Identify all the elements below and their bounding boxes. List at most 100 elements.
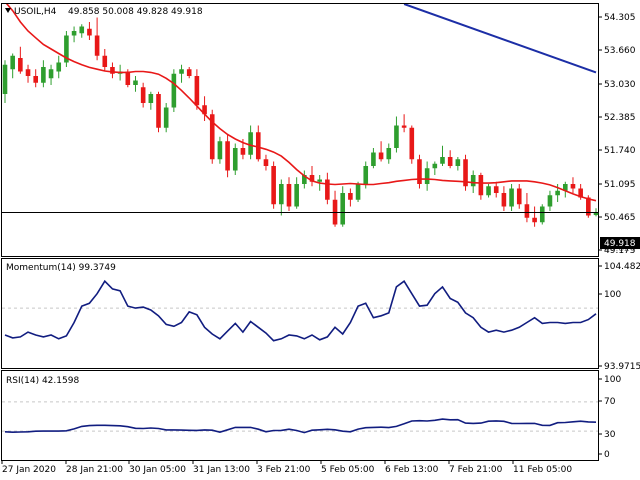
candle-body: [202, 105, 207, 115]
candle-body: [325, 179, 330, 200]
candle-body: [71, 31, 77, 36]
chart-header: USOIL,H4 49.858 50.008 49.828 49.918: [5, 7, 203, 17]
rsi-tick-label: 100: [604, 375, 621, 385]
candle-body: [33, 76, 39, 83]
rsi-tick-label: 70: [604, 397, 616, 407]
candle-body: [555, 190, 560, 196]
candle-body: [140, 87, 146, 103]
time-tick-label: 3 Feb 21:00: [257, 465, 311, 475]
candle-body: [263, 159, 269, 166]
candle-body: [478, 175, 484, 196]
time-tick-label: 28 Jan 21:00: [66, 465, 123, 475]
indicator-lines-layer: [4, 279, 597, 434]
time-tick-label: 30 Jan 05:00: [129, 465, 186, 475]
price-panel-frame: [1, 3, 599, 257]
price-tick-label: 53.660: [604, 46, 636, 56]
time-tick-label: 6 Feb 13:00: [385, 465, 439, 475]
momentum-title: Momentum(14) 99.3749: [6, 263, 116, 273]
candle-body: [125, 71, 131, 85]
time-tick-label: 7 Feb 21:00: [449, 465, 503, 475]
candle-body: [532, 217, 537, 223]
candle-body: [394, 125, 399, 148]
tick-marks-layer: [1, 16, 602, 464]
candle-body: [179, 69, 184, 74]
candle-body: [163, 107, 169, 128]
candle-body: [171, 73, 177, 108]
momentum-panel-frame: [1, 258, 599, 369]
price-tick-label: 50.465: [604, 213, 636, 223]
time-tick-label: 5 Feb 05:00: [321, 465, 375, 475]
candle-body: [240, 148, 246, 155]
candle-body: [294, 184, 299, 207]
rsi-panel-frame: [1, 370, 599, 461]
rsi-title: RSI(14) 42.1598: [6, 376, 79, 386]
candle-body: [133, 80, 138, 85]
trend-line: [403, 4, 597, 74]
candle-body: [317, 179, 322, 182]
momentum-tick-label: 100: [604, 290, 621, 300]
candle-body: [2, 64, 8, 94]
candle-body: [409, 127, 415, 160]
candle-body: [432, 163, 438, 169]
candle-body: [194, 76, 200, 106]
current-price-tag-bg: [600, 237, 640, 249]
price-tick-label: 51.095: [604, 180, 636, 190]
rsi-axis: 100 70 30 0: [604, 375, 621, 460]
momentum-tick-label: 104.4822: [604, 262, 640, 272]
candle-body: [209, 114, 215, 160]
candle-body: [417, 159, 422, 184]
candles-layer: [2, 17, 599, 227]
candle-body: [340, 193, 346, 225]
momentum-tick-label: 93.9715: [604, 362, 640, 372]
candle-body: [79, 26, 85, 34]
price-axis: 54.305 53.660 53.030 52.385 51.740 51.09…: [604, 13, 636, 256]
candle-body: [509, 188, 514, 207]
candle-body: [248, 132, 253, 155]
candle-body: [463, 159, 468, 187]
price-lines-layer: [2, 4, 598, 213]
candle-body: [547, 195, 553, 207]
candle-body: [539, 206, 545, 223]
candle-body: [309, 175, 315, 182]
candle-body: [386, 148, 392, 160]
candle-body: [493, 186, 499, 193]
candle-body: [570, 184, 576, 189]
candle-body: [156, 94, 161, 128]
candle-body: [186, 69, 192, 76]
candle-body: [87, 28, 92, 36]
candle-body: [286, 184, 292, 207]
triangle-down-icon[interactable]: [5, 8, 11, 13]
time-tick-label: 27 Jan 2020: [2, 465, 56, 475]
candle-body: [64, 35, 69, 63]
candle-body: [25, 69, 31, 76]
time-axis: 27 Jan 2020 28 Jan 21:00 30 Jan 05:00 31…: [2, 465, 572, 475]
candle-body: [10, 55, 15, 70]
candle-body: [447, 157, 453, 166]
candle-body: [148, 94, 154, 103]
rsi-line: [4, 418, 597, 434]
candle-body: [486, 186, 491, 196]
candle-body: [470, 175, 476, 187]
candle-body: [524, 204, 530, 218]
candle-body: [355, 184, 361, 200]
time-tick-label: 11 Feb 05:00: [513, 465, 572, 475]
candle-body: [593, 212, 599, 216]
rsi-tick-label: 0: [604, 450, 610, 460]
candle-body: [94, 35, 100, 56]
candle-body: [41, 67, 46, 83]
candle-body: [578, 188, 583, 198]
current-price-tag-text: 49.918: [604, 239, 636, 249]
candle-body: [378, 152, 384, 160]
candle-body: [455, 159, 461, 166]
candle-body: [102, 55, 108, 67]
price-tick-label: 49.175: [604, 246, 636, 256]
price-tick-label: 51.740: [604, 146, 636, 156]
candle-body: [401, 125, 407, 128]
momentum-panel: [1, 258, 599, 369]
price-tick-label: 52.385: [604, 113, 636, 123]
candle-body: [255, 132, 261, 160]
candle-body: [279, 184, 284, 205]
candle-body: [217, 141, 223, 160]
time-tick-label: 31 Jan 13:00: [193, 465, 250, 475]
